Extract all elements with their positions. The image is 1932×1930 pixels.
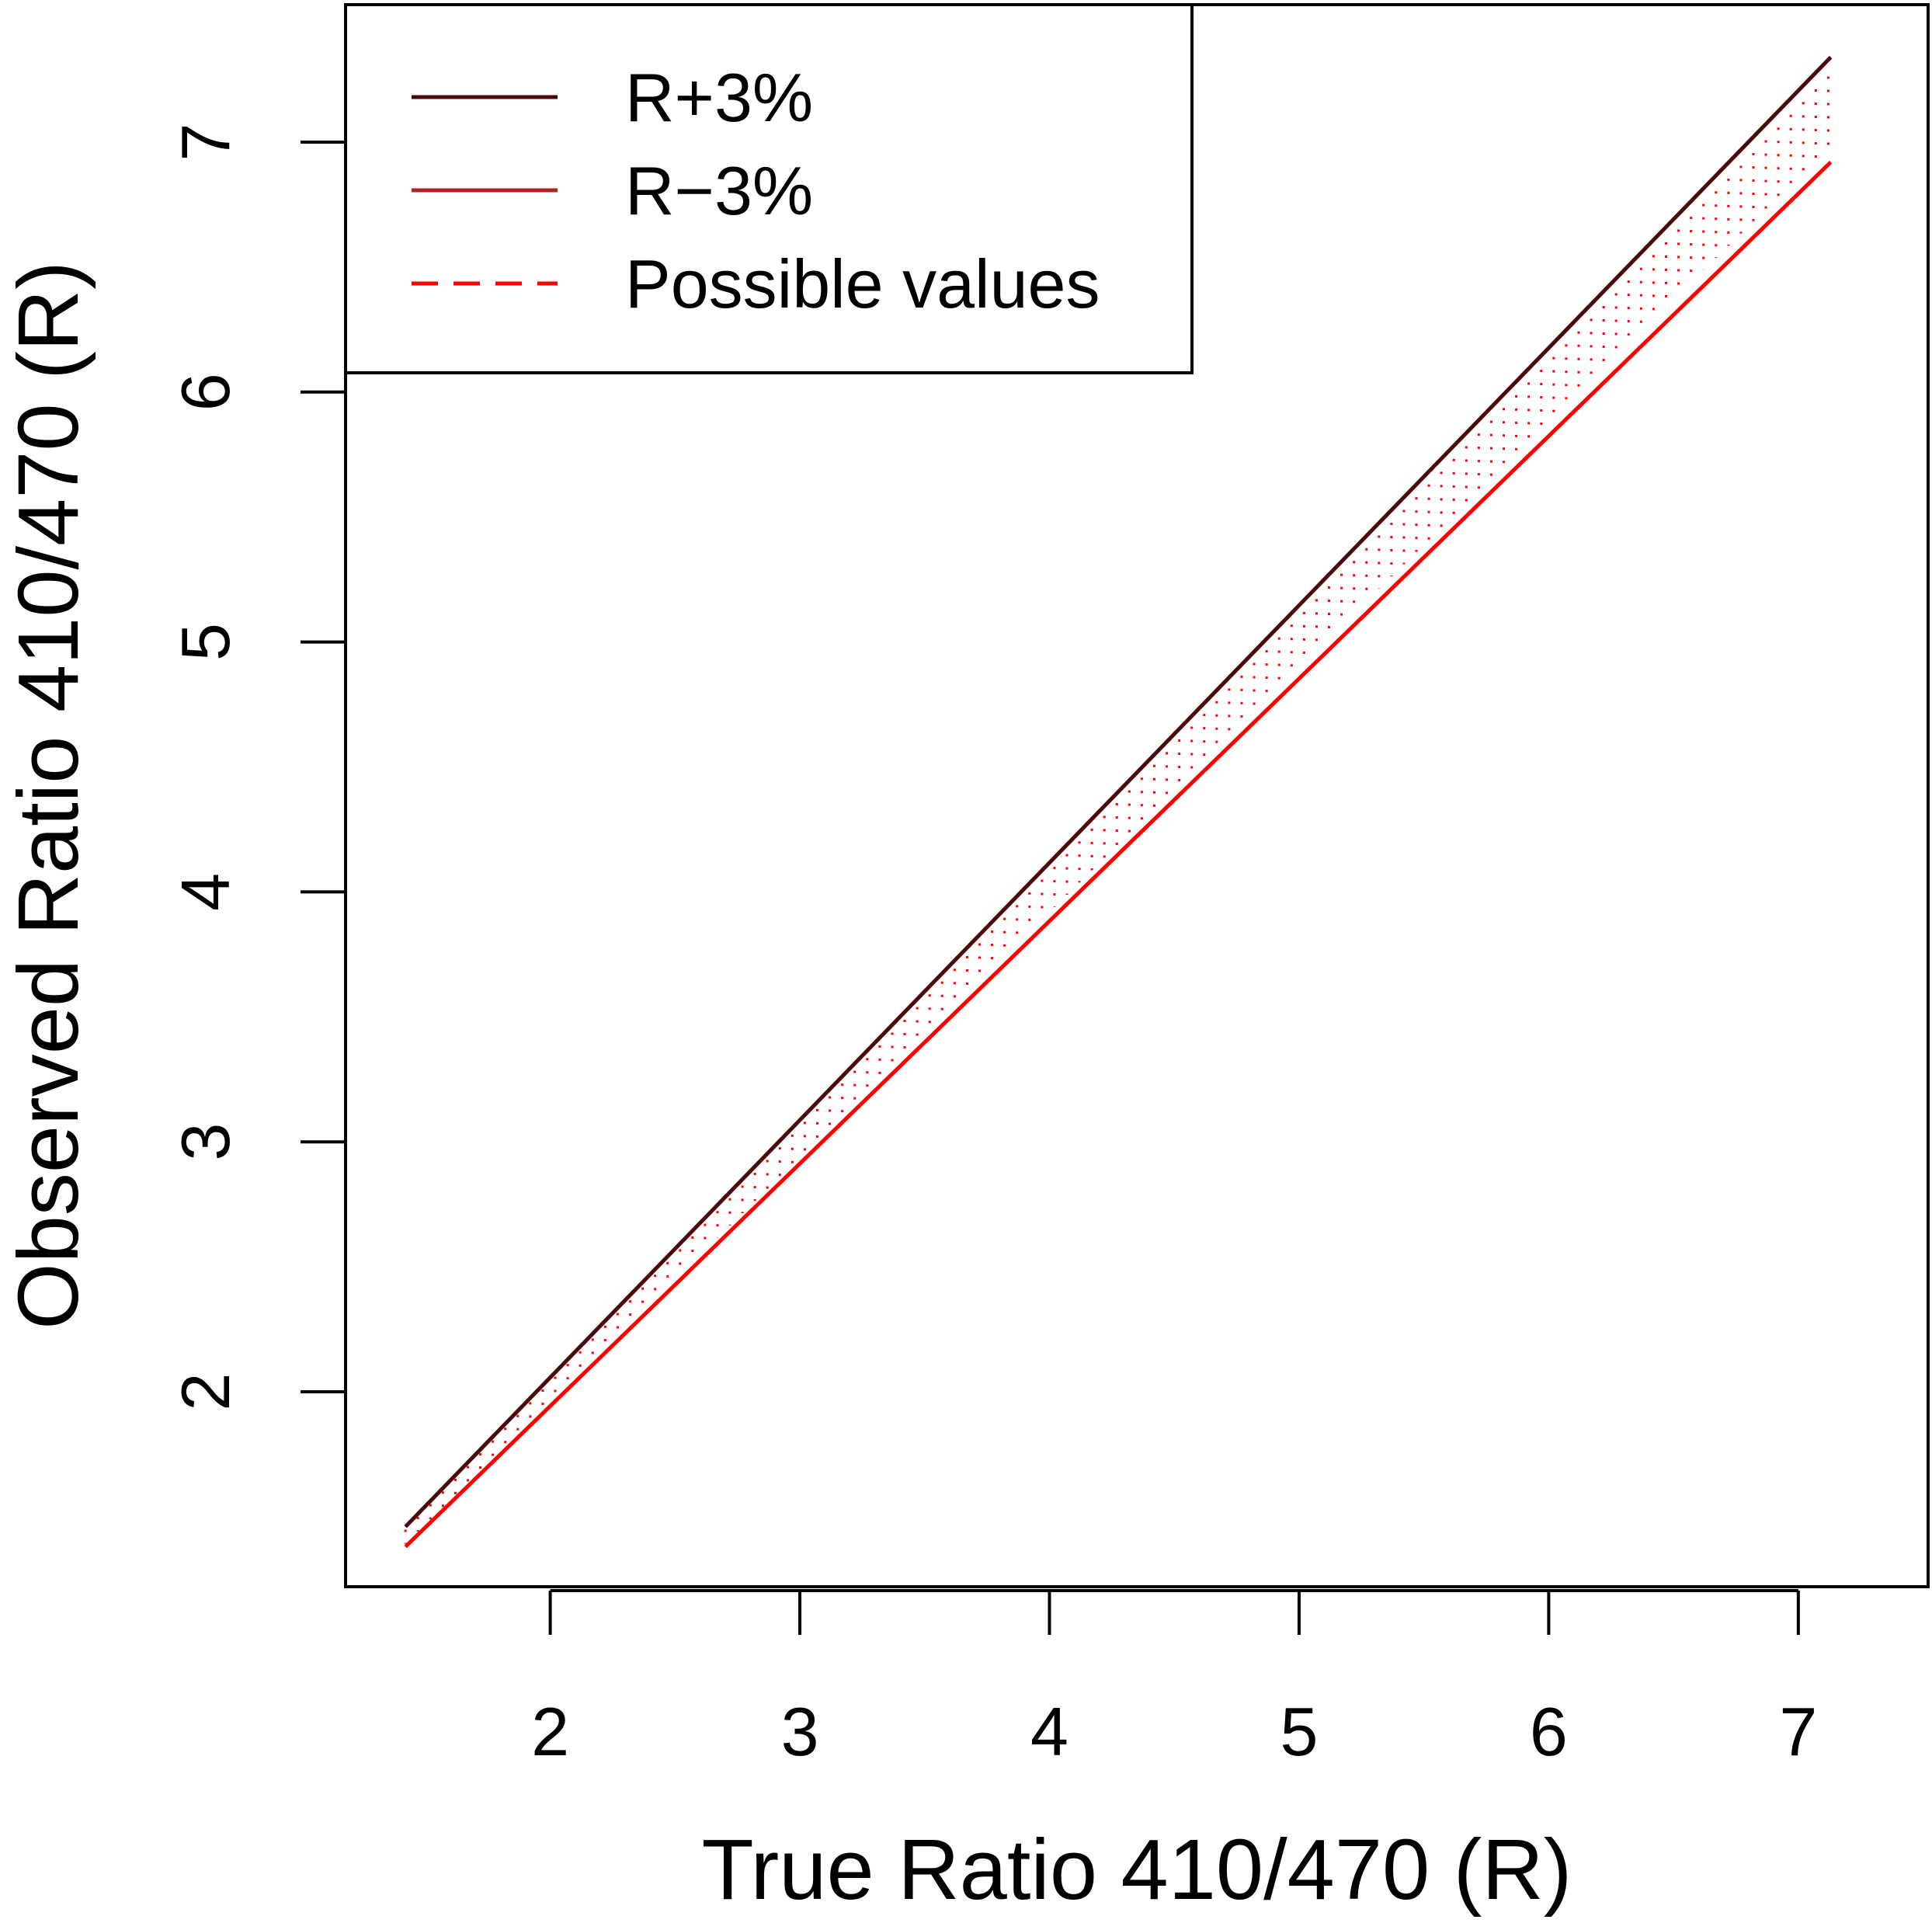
y-axis: 2 3 4 5 6 7 <box>167 123 346 1411</box>
x-tick-label: 5 <box>1280 1693 1318 1770</box>
y-tick-label: 2 <box>167 1373 244 1411</box>
x-axis: 2 3 4 5 6 7 <box>531 1589 1817 1770</box>
y-tick-label: 5 <box>167 623 244 661</box>
y-tick-label: 3 <box>167 1123 244 1161</box>
legend-label: Possible values <box>625 245 1100 322</box>
x-tick-label: 3 <box>781 1693 819 1770</box>
legend: R+3% R−3% Possible values <box>344 3 1194 374</box>
x-axis-title: True Ratio 410/470 (R) <box>702 1822 1572 1918</box>
possible-values-layer <box>404 76 1829 1544</box>
series-line-upper <box>404 55 1833 1528</box>
y-tick-label: 7 <box>167 123 244 162</box>
x-tick-label: 6 <box>1530 1693 1568 1770</box>
x-tick-label: 2 <box>531 1693 569 1770</box>
y-tick-label: 4 <box>167 873 244 911</box>
x-tick-label: 7 <box>1779 1693 1817 1770</box>
y-tick-label: 6 <box>167 373 244 411</box>
series-layer <box>404 55 1833 1549</box>
legend-label: R−3% <box>625 152 813 229</box>
series-line-lower <box>404 160 1833 1549</box>
y-axis-title: Observed Ratio 410/470 (R) <box>1 261 96 1330</box>
legend-label: R+3% <box>625 59 813 136</box>
x-tick-label: 4 <box>1030 1693 1069 1770</box>
